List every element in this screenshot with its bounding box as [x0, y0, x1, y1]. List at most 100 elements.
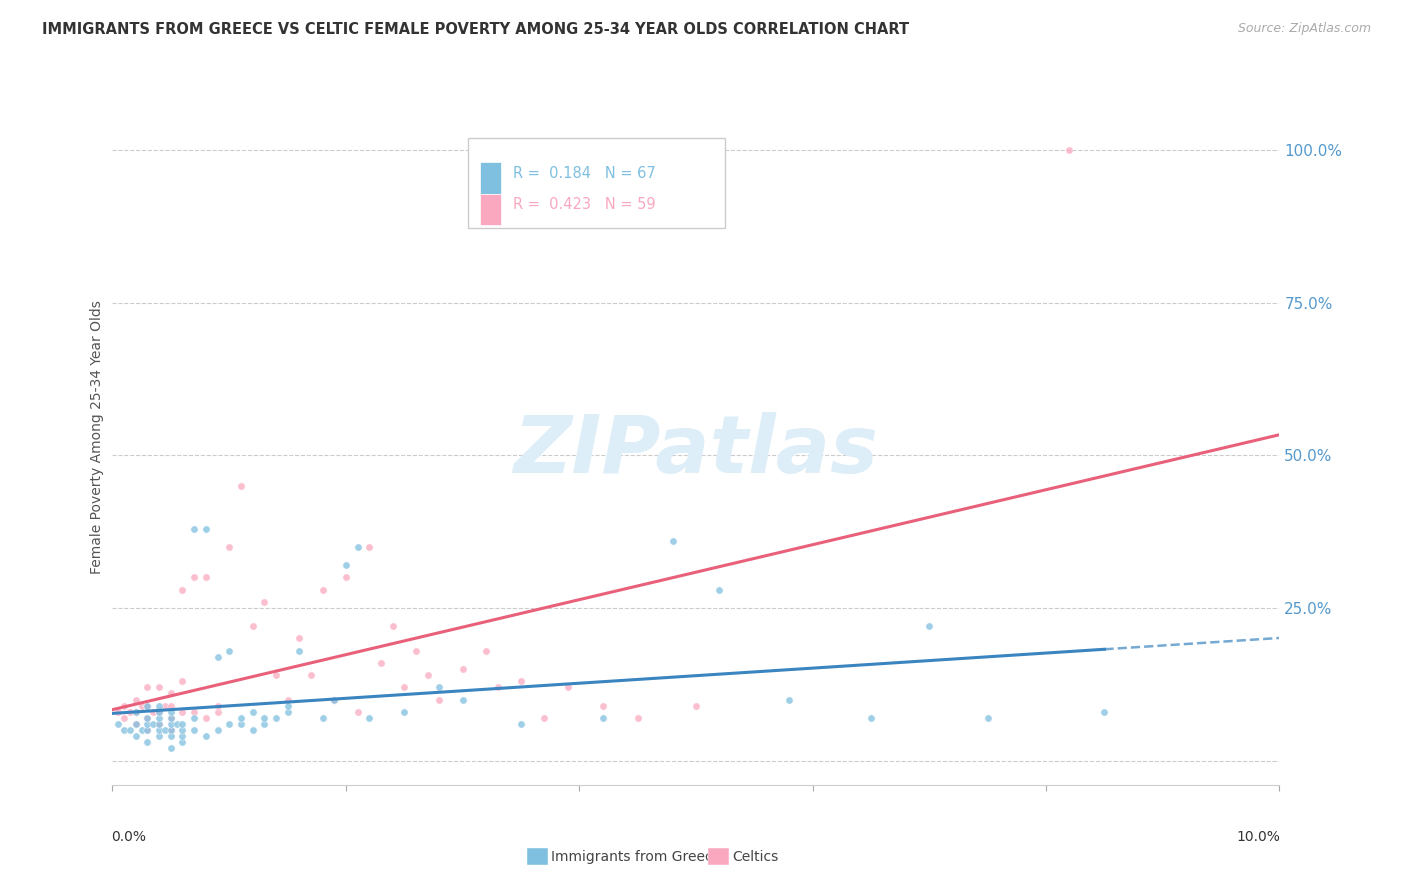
Point	[311, 711, 333, 725]
Point	[136, 681, 159, 695]
Point	[661, 533, 683, 548]
Y-axis label: Female Poverty Among 25-34 Year Olds: Female Poverty Among 25-34 Year Olds	[90, 300, 104, 574]
Point	[288, 643, 311, 657]
Bar	[479, 162, 501, 194]
Point	[709, 582, 731, 597]
Text: 10.0%: 10.0%	[1237, 830, 1281, 844]
Point	[148, 723, 170, 737]
Point	[148, 705, 170, 719]
Point	[475, 643, 498, 657]
Point	[276, 698, 298, 713]
Point	[276, 705, 298, 719]
Point	[148, 711, 170, 725]
Text: Source: ZipAtlas.com: Source: ZipAtlas.com	[1237, 22, 1371, 36]
Point	[778, 692, 800, 706]
Point	[592, 711, 614, 725]
Point	[148, 698, 170, 713]
Point	[112, 723, 135, 737]
Point	[166, 717, 188, 731]
Point	[153, 723, 176, 737]
Point	[394, 681, 416, 695]
Point	[131, 723, 153, 737]
Point	[685, 698, 707, 713]
Point	[451, 692, 474, 706]
Point	[509, 717, 531, 731]
Point	[288, 632, 311, 646]
Point	[142, 705, 165, 719]
Point	[148, 717, 170, 731]
Point	[194, 570, 217, 584]
Point	[183, 723, 205, 737]
Point	[218, 717, 240, 731]
Point	[323, 692, 346, 706]
Point	[125, 717, 148, 731]
Point	[136, 735, 159, 749]
Point	[136, 711, 159, 725]
Point	[194, 522, 217, 536]
Bar	[479, 194, 501, 225]
Point	[160, 729, 183, 743]
Point	[218, 643, 240, 657]
Point	[148, 729, 170, 743]
Point	[183, 570, 205, 584]
Point	[172, 723, 194, 737]
Point	[160, 723, 183, 737]
Point	[194, 711, 217, 725]
Point	[160, 741, 183, 756]
Point	[125, 729, 148, 743]
Point	[160, 705, 183, 719]
Point	[148, 681, 170, 695]
Point	[183, 705, 205, 719]
Point	[860, 711, 883, 725]
Point	[125, 705, 148, 719]
Point	[112, 711, 135, 725]
Point	[253, 595, 276, 609]
Point	[160, 711, 183, 725]
Point	[160, 723, 183, 737]
Point	[394, 705, 416, 719]
Point	[118, 705, 141, 719]
Text: ZIPatlas: ZIPatlas	[513, 412, 879, 490]
Point	[148, 705, 170, 719]
Point	[557, 681, 579, 695]
Point	[172, 717, 194, 731]
Point	[172, 582, 194, 597]
Point	[229, 711, 252, 725]
Bar	[707, 847, 728, 865]
Point	[253, 711, 276, 725]
Point	[242, 705, 264, 719]
Point	[264, 711, 287, 725]
Point	[160, 717, 183, 731]
FancyBboxPatch shape	[468, 138, 725, 228]
Point	[359, 540, 381, 554]
Point	[451, 662, 474, 676]
Point	[107, 705, 129, 719]
Point	[148, 717, 170, 731]
Point	[207, 705, 229, 719]
Point	[125, 705, 148, 719]
Point	[242, 723, 264, 737]
Point	[218, 540, 240, 554]
Point	[335, 570, 357, 584]
Point	[533, 711, 555, 725]
Point	[1059, 143, 1081, 157]
Bar	[527, 847, 548, 865]
Point	[136, 717, 159, 731]
Point	[359, 711, 381, 725]
Point	[242, 619, 264, 633]
Text: Celtics: Celtics	[733, 850, 779, 863]
Point	[370, 656, 392, 670]
Point	[311, 582, 333, 597]
Text: 0.0%: 0.0%	[111, 830, 146, 844]
Point	[125, 717, 148, 731]
Point	[207, 698, 229, 713]
Point	[918, 619, 941, 633]
Point	[592, 698, 614, 713]
Text: IMMIGRANTS FROM GREECE VS CELTIC FEMALE POVERTY AMONG 25-34 YEAR OLDS CORRELATIO: IMMIGRANTS FROM GREECE VS CELTIC FEMALE …	[42, 22, 910, 37]
Point	[136, 698, 159, 713]
Point	[131, 698, 153, 713]
Point	[160, 686, 183, 700]
Point	[335, 558, 357, 573]
Point	[172, 674, 194, 689]
Point	[207, 649, 229, 664]
